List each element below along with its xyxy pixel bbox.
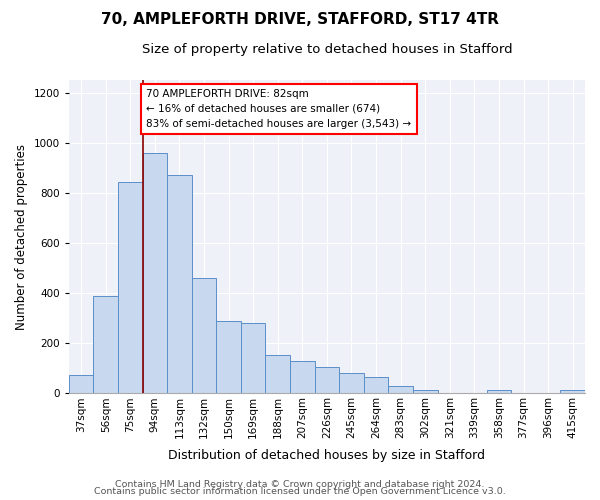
Bar <box>364 377 388 394</box>
Bar <box>217 321 241 394</box>
Bar <box>388 386 413 394</box>
Title: Size of property relative to detached houses in Stafford: Size of property relative to detached ho… <box>142 42 512 56</box>
Bar <box>413 390 437 394</box>
Text: 70 AMPLEFORTH DRIVE: 82sqm
← 16% of detached houses are smaller (674)
83% of sem: 70 AMPLEFORTH DRIVE: 82sqm ← 16% of deta… <box>146 89 412 128</box>
Bar <box>339 374 364 394</box>
Bar <box>290 361 314 394</box>
Bar <box>118 182 143 394</box>
Bar <box>94 296 118 394</box>
Bar <box>192 278 217 394</box>
Bar <box>167 176 192 394</box>
Bar <box>314 367 339 394</box>
Bar <box>265 354 290 394</box>
Bar <box>143 153 167 394</box>
Bar <box>487 390 511 394</box>
Text: 70, AMPLEFORTH DRIVE, STAFFORD, ST17 4TR: 70, AMPLEFORTH DRIVE, STAFFORD, ST17 4TR <box>101 12 499 28</box>
Y-axis label: Number of detached properties: Number of detached properties <box>15 144 28 330</box>
X-axis label: Distribution of detached houses by size in Stafford: Distribution of detached houses by size … <box>169 450 485 462</box>
Text: Contains HM Land Registry data © Crown copyright and database right 2024.: Contains HM Land Registry data © Crown c… <box>115 480 485 489</box>
Bar <box>560 390 585 394</box>
Bar <box>241 324 265 394</box>
Bar <box>69 374 94 394</box>
Text: Contains public sector information licensed under the Open Government Licence v3: Contains public sector information licen… <box>94 487 506 496</box>
